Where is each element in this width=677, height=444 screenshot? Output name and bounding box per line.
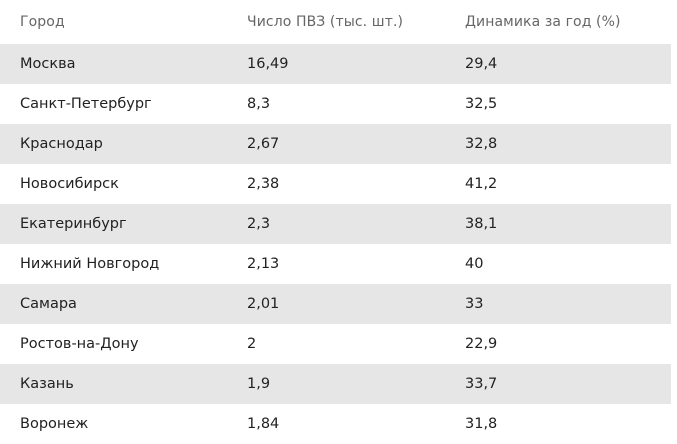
table-row: Санкт-Петербург 8,3 32,5 xyxy=(0,84,677,124)
cell-growth: 33,7 xyxy=(465,376,498,392)
cell-growth: 32,8 xyxy=(465,136,498,152)
cell-pvz-count: 2,67 xyxy=(247,136,280,152)
cell-growth: 29,4 xyxy=(465,56,498,72)
table-row: Ростов-на-Дону 2 22,9 xyxy=(0,324,677,364)
table-row: Самара 2,01 33 xyxy=(0,284,671,324)
cell-city: Москва xyxy=(20,56,76,72)
cell-pvz-count: 16,49 xyxy=(247,56,289,72)
cell-pvz-count: 2,3 xyxy=(247,216,271,232)
cell-growth: 32,5 xyxy=(465,96,498,112)
table-row: Москва 16,49 29,4 xyxy=(0,44,671,84)
cell-pvz-count: 2,01 xyxy=(247,296,280,312)
table-row: Воронеж 1,84 31,8 xyxy=(0,404,677,444)
cell-city: Екатеринбург xyxy=(20,216,127,232)
cell-city: Нижний Новгород xyxy=(20,256,160,272)
cell-city: Краснодар xyxy=(20,136,103,152)
cell-growth: 22,9 xyxy=(465,336,498,352)
cell-city: Самара xyxy=(20,296,77,312)
table-row: Нижний Новгород 2,13 40 xyxy=(0,244,677,284)
table-row: Екатеринбург 2,3 38,1 xyxy=(0,204,671,244)
cell-pvz-count: 1,84 xyxy=(247,416,280,432)
cell-city: Казань xyxy=(20,376,74,392)
cell-pvz-count: 1,9 xyxy=(247,376,271,392)
cell-pvz-count: 2,13 xyxy=(247,256,280,272)
cell-city: Санкт-Петербург xyxy=(20,96,152,112)
cell-growth: 33 xyxy=(465,296,484,312)
table-header: Город Число ПВЗ (тыс. шт.) Динамика за г… xyxy=(0,0,677,44)
cell-pvz-count: 2 xyxy=(247,336,257,352)
cell-city: Ростов-на-Дону xyxy=(20,336,139,352)
table-row: Краснодар 2,67 32,8 xyxy=(0,124,671,164)
cell-growth: 38,1 xyxy=(465,216,498,232)
cell-city: Воронеж xyxy=(20,416,89,432)
header-pvz-count: Число ПВЗ (тыс. шт.) xyxy=(247,14,404,30)
cell-pvz-count: 8,3 xyxy=(247,96,271,112)
table-row: Казань 1,9 33,7 xyxy=(0,364,671,404)
header-city: Город xyxy=(20,14,65,30)
table-row: Новосибирск 2,38 41,2 xyxy=(0,164,677,204)
cell-growth: 40 xyxy=(465,256,484,272)
cell-pvz-count: 2,38 xyxy=(247,176,280,192)
cell-city: Новосибирск xyxy=(20,176,119,192)
cell-growth: 41,2 xyxy=(465,176,498,192)
cell-growth: 31,8 xyxy=(465,416,498,432)
header-growth: Динамика за год (%) xyxy=(465,14,621,30)
